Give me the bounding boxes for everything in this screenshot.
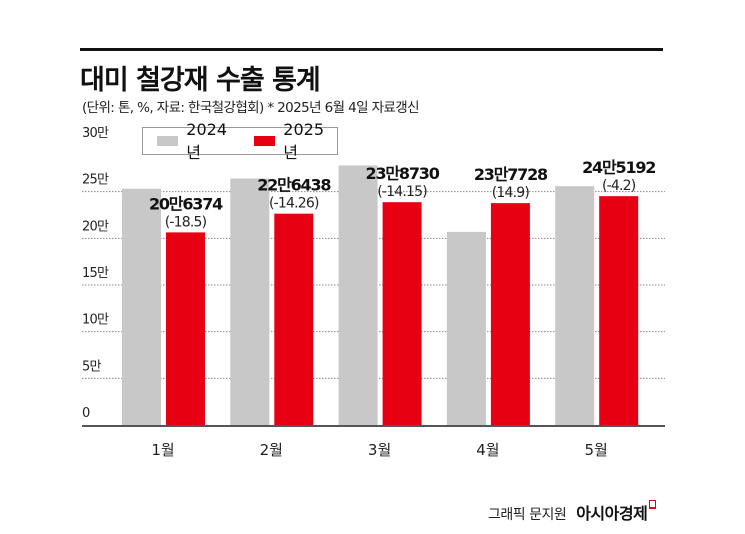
chart-subtitle: (단위: 톤, %, 자료: 한국철강협회) * 2025년 6월 4일 자료갱… [82,100,420,116]
bar-2025 [166,232,205,425]
bar-2025 [382,202,422,425]
legend-swatch-2024 [157,136,179,146]
data-label: 24만5192 [582,158,655,177]
change-label: (-14.15) [377,184,427,200]
top-rule [80,48,663,51]
bar-2025 [599,196,639,425]
x-tick-label: 5월 [585,441,608,459]
chart-title: 대미 철강재 수출 통계 [80,65,321,96]
bar-2024 [338,165,378,425]
brand-logo-mark-icon [649,500,657,509]
change-label: (-4.2) [602,178,636,194]
bar-2024 [446,231,486,425]
change-label: (14.9) [492,185,530,201]
legend-swatch-2025 [254,136,276,146]
x-tick-label: 2월 [260,441,283,459]
bar-2025 [490,203,530,425]
data-label: 22만6438 [257,176,331,195]
bar-2024 [122,188,161,425]
bar-2024 [555,186,595,425]
credit-byline: 그래픽 문지원 [488,507,567,523]
data-label: 23만7728 [474,165,548,184]
legend-label-2024: 2024년 [186,119,228,162]
brand-logo: 아시아경제 [576,504,648,523]
data-label: 20만6374 [149,194,223,213]
bar-2025 [274,213,314,425]
credit: 그래픽 문지원 아시아경제 [488,500,657,524]
bar-2024 [230,178,270,425]
change-label: (-14.26) [269,196,319,212]
y-tick-label: 20만 [82,219,109,234]
x-tick-label: 4월 [476,441,499,459]
change-label: (-18.5) [165,214,207,230]
x-tick-label: 3월 [368,441,391,459]
data-label: 23만8730 [366,164,440,183]
legend: 2024년 2025년 [142,120,338,162]
y-tick-label: 30만 [82,126,109,141]
y-tick-label: 5만 [82,359,101,374]
y-tick-label: 10만 [82,313,109,328]
legend-label-2025: 2025년 [283,119,325,162]
y-tick-label: 0 [82,406,90,421]
y-tick-label: 15만 [82,266,109,281]
x-tick-label: 1월 [151,441,174,459]
y-tick-label: 25만 [82,173,109,188]
